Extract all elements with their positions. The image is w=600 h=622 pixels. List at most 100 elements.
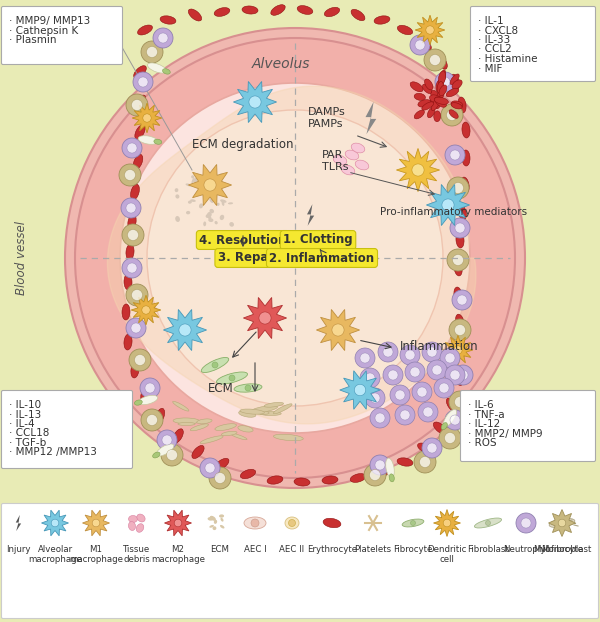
Circle shape [449,319,471,341]
Ellipse shape [155,409,164,424]
Ellipse shape [219,514,224,518]
Ellipse shape [230,434,247,440]
Text: PAMPs: PAMPs [308,119,343,129]
Ellipse shape [449,109,458,118]
Ellipse shape [194,177,199,181]
Circle shape [414,451,436,473]
Ellipse shape [128,516,137,522]
Text: Tissue
debris: Tissue debris [124,545,151,564]
Circle shape [92,519,100,527]
Circle shape [122,138,142,158]
Ellipse shape [434,95,441,109]
Ellipse shape [446,398,458,412]
Ellipse shape [128,214,136,230]
Circle shape [445,432,455,443]
Ellipse shape [462,122,470,138]
Ellipse shape [124,334,132,350]
Ellipse shape [201,188,206,192]
Circle shape [143,114,151,122]
Ellipse shape [122,304,130,320]
Ellipse shape [422,84,432,93]
Circle shape [439,383,449,393]
Circle shape [153,28,173,48]
Ellipse shape [133,154,143,170]
Ellipse shape [215,424,236,430]
Ellipse shape [220,200,227,203]
Circle shape [360,353,370,363]
Ellipse shape [325,7,340,17]
Ellipse shape [437,55,447,69]
Polygon shape [132,103,162,133]
Polygon shape [433,509,461,537]
Text: Dendritic
cell: Dendritic cell [427,545,467,564]
Ellipse shape [201,358,229,373]
Ellipse shape [128,521,136,531]
Ellipse shape [456,232,464,248]
Ellipse shape [163,68,170,74]
Ellipse shape [458,97,466,113]
Circle shape [485,521,491,526]
Ellipse shape [210,516,216,521]
Ellipse shape [389,474,394,482]
Circle shape [146,47,157,57]
Circle shape [162,435,172,445]
Ellipse shape [219,174,223,179]
Polygon shape [443,335,473,365]
Circle shape [131,100,143,111]
Ellipse shape [454,260,462,276]
Circle shape [457,295,467,305]
Ellipse shape [190,199,196,202]
Ellipse shape [206,214,210,218]
Ellipse shape [410,82,423,91]
Circle shape [400,345,420,365]
Circle shape [558,519,566,527]
Text: · ROS: · ROS [468,438,497,448]
Circle shape [445,145,465,165]
Circle shape [129,349,151,371]
Ellipse shape [131,184,139,200]
Polygon shape [415,15,445,45]
Text: · CCL2: · CCL2 [478,45,512,55]
Ellipse shape [160,16,176,24]
Circle shape [370,393,380,403]
Ellipse shape [431,98,440,111]
Polygon shape [244,297,287,338]
Circle shape [375,460,385,470]
Circle shape [455,396,466,407]
Ellipse shape [134,95,146,109]
Ellipse shape [191,175,194,179]
Circle shape [174,519,182,527]
Ellipse shape [440,70,446,83]
Circle shape [119,164,141,186]
Circle shape [426,26,434,34]
Ellipse shape [136,524,144,532]
Ellipse shape [154,139,162,144]
Ellipse shape [386,458,394,478]
Ellipse shape [214,520,217,524]
Polygon shape [131,295,161,325]
Circle shape [418,402,438,422]
Ellipse shape [173,429,183,443]
Circle shape [370,455,390,475]
Ellipse shape [156,444,174,456]
Ellipse shape [455,342,464,358]
Ellipse shape [206,180,209,184]
Circle shape [422,342,442,362]
Polygon shape [16,515,21,531]
Circle shape [167,450,178,460]
Polygon shape [41,510,68,536]
Ellipse shape [152,452,160,458]
Circle shape [121,198,141,218]
Circle shape [430,55,440,65]
Circle shape [450,150,460,160]
Circle shape [157,430,177,450]
Ellipse shape [199,181,204,185]
Circle shape [443,519,451,527]
Ellipse shape [294,478,310,486]
Text: 1. Clotting: 1. Clotting [283,233,353,246]
Circle shape [450,218,470,238]
Text: · IL-10: · IL-10 [9,400,41,410]
Circle shape [332,324,344,336]
Circle shape [447,177,469,199]
Circle shape [215,473,226,483]
